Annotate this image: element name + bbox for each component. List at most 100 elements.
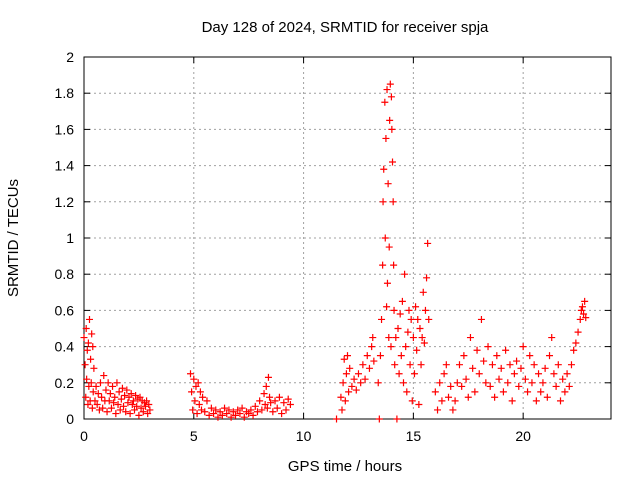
data-point — [357, 379, 365, 387]
data-point — [361, 375, 369, 383]
data-point — [471, 388, 479, 396]
y-tick-label: 2 — [66, 49, 74, 65]
data-point — [188, 388, 196, 396]
data-point — [581, 297, 589, 305]
x-tick-label: 0 — [80, 428, 88, 444]
data-point — [115, 388, 123, 396]
data-point — [436, 379, 444, 387]
data-point — [340, 355, 348, 363]
data-point — [194, 379, 202, 387]
data-point — [135, 411, 143, 419]
data-point — [344, 352, 351, 360]
data-point — [267, 399, 275, 407]
data-point — [376, 352, 384, 360]
data-point — [408, 397, 416, 405]
data-point — [530, 361, 538, 369]
x-tick-label: 20 — [515, 428, 531, 444]
data-point — [245, 410, 253, 418]
data-point — [398, 297, 406, 305]
data-point — [117, 395, 125, 403]
data-point — [466, 334, 474, 342]
data-point — [146, 406, 154, 414]
data-point — [401, 270, 409, 278]
data-point — [260, 390, 268, 398]
data-point — [89, 343, 97, 351]
data-point — [510, 370, 518, 378]
data-point — [139, 408, 147, 416]
data-point — [389, 158, 397, 166]
data-point — [385, 243, 393, 251]
y-tick-label: 0.4 — [55, 339, 75, 355]
data-point — [526, 352, 534, 360]
data-point — [278, 410, 286, 418]
data-point — [508, 397, 516, 405]
data-point — [190, 375, 198, 383]
data-point — [121, 391, 129, 399]
data-point — [561, 388, 569, 396]
data-point — [415, 401, 423, 409]
data-point — [120, 402, 128, 410]
data-point — [102, 386, 110, 394]
data-point — [396, 310, 404, 318]
data-point — [338, 406, 346, 414]
data-point — [359, 361, 367, 369]
data-point — [412, 303, 420, 311]
x-axis-label: GPS time / hours — [288, 458, 402, 475]
data-point — [424, 239, 432, 247]
data-point — [240, 413, 248, 421]
data-point — [442, 361, 450, 369]
data-point — [232, 411, 240, 419]
data-point — [513, 357, 521, 365]
data-point — [378, 315, 386, 323]
data-point — [397, 352, 405, 360]
data-point — [189, 406, 197, 414]
data-point — [350, 375, 358, 383]
y-tick-label: 0.8 — [55, 266, 75, 282]
data-point — [345, 388, 353, 396]
data-point — [451, 397, 459, 405]
data-point — [127, 390, 135, 398]
data-point — [136, 393, 144, 401]
data-point — [421, 306, 429, 314]
data-point — [253, 408, 261, 416]
data-point — [128, 401, 136, 409]
data-point — [84, 401, 92, 409]
data-point — [387, 343, 395, 351]
data-point — [203, 397, 211, 405]
data-point — [381, 234, 389, 242]
data-point — [110, 399, 118, 407]
data-points — [80, 80, 590, 423]
data-point — [348, 382, 356, 390]
data-point — [577, 306, 585, 314]
data-point — [145, 401, 153, 409]
data-point — [405, 306, 413, 314]
data-point — [107, 404, 115, 412]
data-point — [221, 404, 229, 412]
data-point — [111, 393, 119, 401]
data-point — [116, 406, 124, 414]
data-point — [460, 352, 468, 360]
data-point — [383, 86, 391, 94]
data-point — [275, 393, 283, 401]
data-point — [541, 364, 549, 372]
data-point — [109, 382, 117, 390]
data-point — [447, 382, 455, 390]
data-point — [191, 397, 199, 405]
data-point — [567, 361, 575, 369]
data-point — [484, 343, 492, 351]
data-point — [262, 382, 270, 390]
data-point — [112, 410, 120, 418]
data-point — [548, 334, 556, 342]
data-point — [284, 395, 292, 403]
data-point — [368, 343, 376, 351]
data-point — [339, 379, 347, 387]
data-point — [133, 402, 141, 410]
data-point — [363, 352, 371, 360]
data-point — [556, 397, 564, 405]
data-point — [370, 357, 378, 365]
data-point — [286, 401, 294, 409]
data-point — [420, 339, 428, 347]
data-point — [103, 408, 111, 416]
